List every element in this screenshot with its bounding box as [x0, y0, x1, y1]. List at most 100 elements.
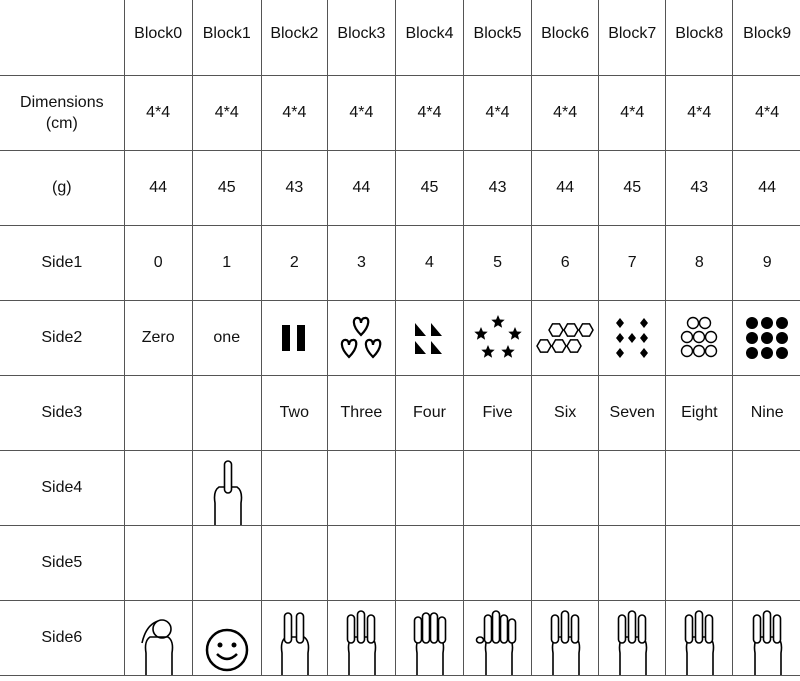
hand-seven-icon: [600, 603, 665, 674]
column-header: Block7: [598, 0, 667, 76]
table-row: Side3 Two Three Four Five Six Seven Eight Nine: [0, 374, 800, 451]
table-cell: 43: [665, 149, 734, 226]
table-cell: [732, 599, 800, 676]
table-cell: 4*4: [531, 74, 600, 151]
table-cell: 44: [326, 149, 396, 226]
cell-text: 44: [556, 178, 575, 196]
cell-text: Seven: [609, 403, 655, 421]
header-row: Block0 Block1 Block2 Block3 Block4 Block5 Bloc…: [0, 0, 800, 76]
cell-text: Four: [413, 403, 446, 421]
table-cell: 5: [463, 224, 533, 301]
hand-three-icon: [328, 603, 394, 674]
table-row: Side6: [0, 599, 800, 676]
table-cell: [463, 524, 533, 601]
row-label: (g): [0, 149, 125, 226]
table-cell: 44: [531, 149, 600, 226]
table-row: Side4: [0, 449, 800, 526]
table-cell: [326, 449, 396, 526]
cell-text: 5: [493, 253, 503, 271]
seven-diamonds-icon: [600, 313, 665, 363]
table-row: Side5: [0, 524, 800, 601]
table-cell: 6: [531, 224, 600, 301]
column-header: Block4: [394, 0, 465, 76]
table-cell: 45: [394, 149, 465, 226]
row-label: Side2: [0, 299, 125, 376]
hand-zero-icon: [125, 603, 191, 674]
hand-two-icon: [262, 603, 326, 674]
cell-text: 4*4: [620, 103, 645, 121]
table-cell: Five: [463, 374, 533, 451]
column-header: Block1: [191, 0, 262, 76]
cell-text: Three: [340, 403, 383, 421]
table-cell: [123, 599, 193, 676]
table-cell: [191, 524, 262, 601]
table-cell: [326, 299, 396, 376]
cell-text: Eight: [681, 403, 718, 421]
table-cell: 45: [191, 149, 262, 226]
table-cell: [531, 449, 600, 526]
row-label: Side6: [0, 599, 125, 676]
cell-text: 0: [153, 253, 163, 271]
corner-cell: [0, 0, 125, 76]
table-cell: [598, 524, 667, 601]
cell-text: 43: [690, 178, 709, 196]
table-cell: [326, 524, 396, 601]
cell-text: 4*4: [485, 103, 510, 121]
table-cell: [260, 524, 328, 601]
table-row: Side2 Zero one: [0, 299, 800, 376]
cell-text: 4*4: [214, 103, 239, 121]
column-header: Block6: [531, 0, 600, 76]
table-cell: Three: [326, 374, 396, 451]
table-cell: Two: [260, 374, 328, 451]
table-cell: [123, 449, 193, 526]
cell-text: 6: [560, 253, 570, 271]
table-cell: 45: [598, 149, 667, 226]
smiley-face-icon: [193, 625, 260, 675]
table-cell: [191, 599, 262, 676]
table-cell: [463, 299, 533, 376]
table-cell: 4*4: [732, 74, 800, 151]
hand-eight-icon: [667, 603, 732, 674]
table-cell: [598, 599, 667, 676]
hand-four-icon: [396, 603, 462, 674]
table-cell: [394, 449, 465, 526]
table-cell: [531, 599, 600, 676]
row-label: Side1: [0, 224, 125, 301]
table-cell: 43: [260, 149, 328, 226]
column-header: Block8: [665, 0, 734, 76]
four-triangles-icon: [396, 313, 462, 363]
cell-text: Two: [279, 403, 309, 421]
table-row: Dimensions (cm) 4*4 4*4 4*4 4*4 4*4 4*4 4*4 4*4 4…: [0, 74, 800, 151]
table-cell: [123, 524, 193, 601]
five-stars-icon: [465, 313, 531, 363]
cell-text: 4*4: [349, 103, 374, 121]
table-cell: [463, 599, 533, 676]
table-cell: [665, 449, 734, 526]
cell-text: Six: [554, 403, 577, 421]
cell-text: 3: [356, 253, 366, 271]
table-row: Side1 0 1 2 3 4 5 6 7 8 9: [0, 224, 800, 301]
cell-text: 4*4: [553, 103, 578, 121]
row-label: Side5: [0, 524, 125, 601]
table-cell: Seven: [598, 374, 667, 451]
table-cell: [260, 299, 328, 376]
cell-text: 1: [222, 253, 232, 271]
cell-text: Zero: [141, 328, 175, 346]
table-cell: [394, 599, 465, 676]
cell-text: Nine: [750, 403, 784, 421]
cell-text: 45: [623, 178, 642, 196]
table-cell: 4*4: [394, 74, 465, 151]
column-header: Block2: [260, 0, 328, 76]
table-cell: [191, 374, 262, 451]
table-cell: 4*4: [191, 74, 262, 151]
table-cell: [598, 299, 667, 376]
cell-text: 4*4: [755, 103, 780, 121]
table-cell: 7: [598, 224, 667, 301]
table-cell: 4*4: [123, 74, 193, 151]
cell-text: 43: [285, 178, 304, 196]
row-label: Dimensions (cm): [0, 74, 125, 151]
table-cell: 44: [123, 149, 193, 226]
cell-text: 7: [627, 253, 637, 271]
table-cell: 4*4: [260, 74, 328, 151]
